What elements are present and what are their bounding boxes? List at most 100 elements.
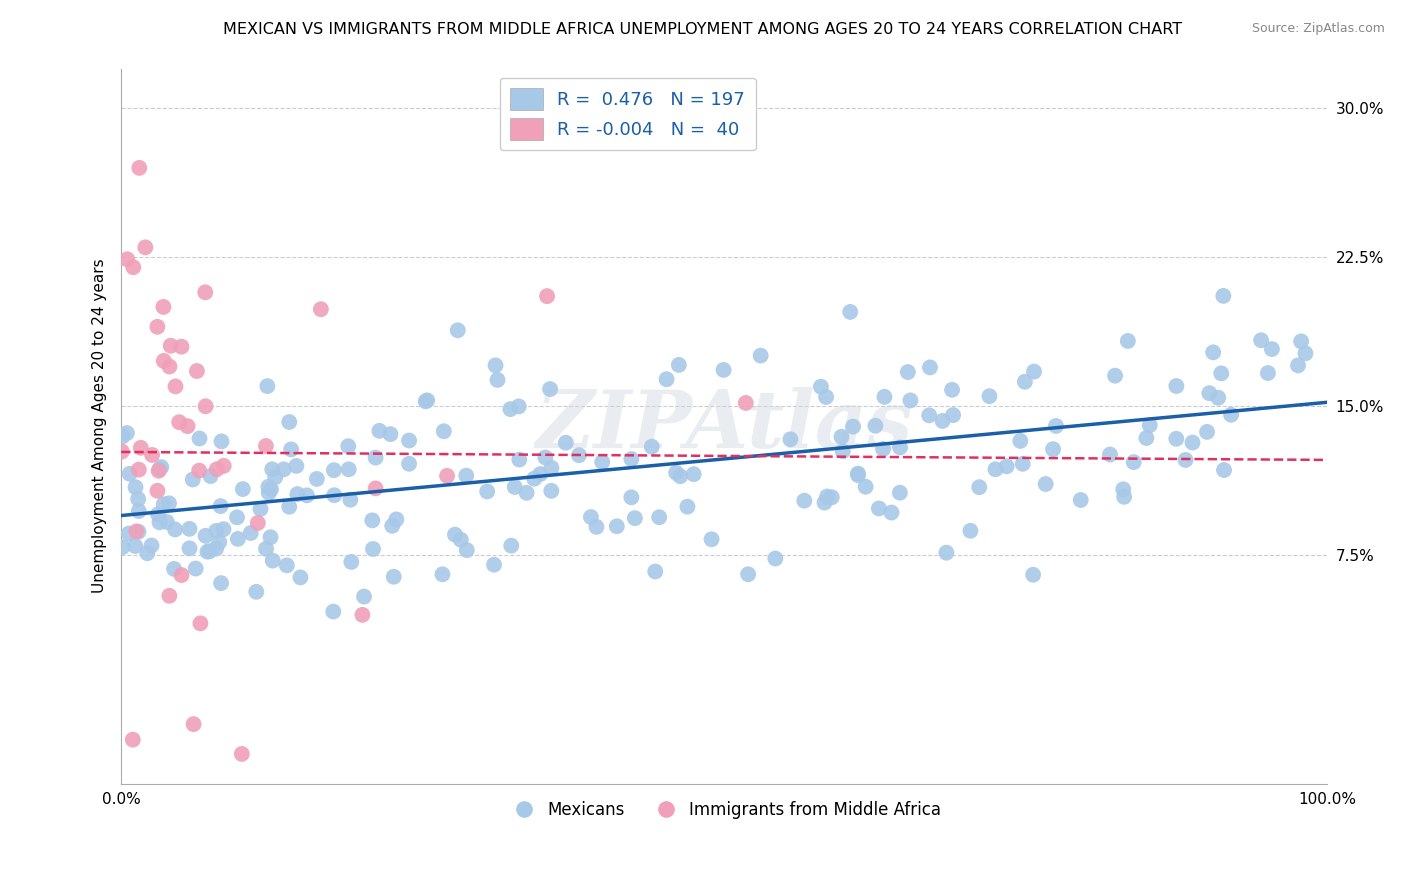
Point [1104,368,1126,383]
Point [499,402,522,417]
Point [749,349,772,363]
Point [262,462,284,476]
Point [501,539,523,553]
Point [1114,490,1136,504]
Point [889,485,911,500]
Point [209,499,232,513]
Point [813,495,835,509]
Point [118,467,141,481]
Point [198,544,221,558]
Point [115,425,138,440]
Point [163,562,186,576]
Point [447,323,470,337]
Point [815,490,838,504]
Point [1139,418,1161,433]
Point [1202,345,1225,359]
Point [516,486,538,500]
Point [713,363,735,377]
Point [380,427,402,442]
Point [127,491,149,506]
Point [146,319,169,334]
Point [1294,346,1316,360]
Point [208,535,231,549]
Point [1166,379,1188,393]
Point [620,491,643,505]
Point [1197,425,1219,439]
Point [1174,453,1197,467]
Point [381,518,404,533]
Point [257,480,280,494]
Point [152,497,174,511]
Point [855,480,877,494]
Point [128,161,150,175]
Point [669,469,692,483]
Point [285,458,308,473]
Point [1045,419,1067,434]
Point [361,513,384,527]
Point [644,565,666,579]
Point [1289,334,1312,349]
Point [1135,431,1157,445]
Point [1070,493,1092,508]
Point [146,483,169,498]
Point [122,260,145,275]
Point [831,430,853,444]
Point [200,469,222,483]
Point [641,440,664,454]
Point [305,472,328,486]
Point [280,442,302,457]
Point [967,480,990,494]
Point [150,460,173,475]
Point [111,429,134,443]
Point [416,393,439,408]
Point [121,732,143,747]
Point [984,462,1007,476]
Point [865,418,887,433]
Point [364,482,387,496]
Point [209,576,232,591]
Point [256,379,278,393]
Point [523,472,546,486]
Point [475,484,498,499]
Point [529,467,551,481]
Point [232,482,254,496]
Point [536,289,558,303]
Point [889,441,911,455]
Point [231,747,253,761]
Point [508,400,530,414]
Point [873,390,896,404]
Point [134,240,156,254]
Point [368,424,391,438]
Point [1011,457,1033,471]
Point [249,502,271,516]
Point [606,519,628,533]
Point [226,532,249,546]
Point [278,415,301,429]
Point [872,442,894,456]
Point [111,540,134,554]
Point [278,500,301,514]
Point [931,414,953,428]
Point [540,460,562,475]
Point [846,467,869,481]
Point [212,458,235,473]
Point [484,359,506,373]
Point [846,468,869,483]
Point [273,462,295,476]
Point [831,444,853,458]
Point [128,462,150,476]
Point [1112,483,1135,497]
Point [260,482,283,496]
Point [655,372,678,386]
Point [159,339,181,353]
Point [648,510,671,524]
Point [503,480,526,494]
Point [456,468,478,483]
Point [900,393,922,408]
Point [167,415,190,429]
Point [810,380,832,394]
Point [340,555,363,569]
Point [226,510,249,524]
Point [124,539,146,553]
Point [211,434,233,449]
